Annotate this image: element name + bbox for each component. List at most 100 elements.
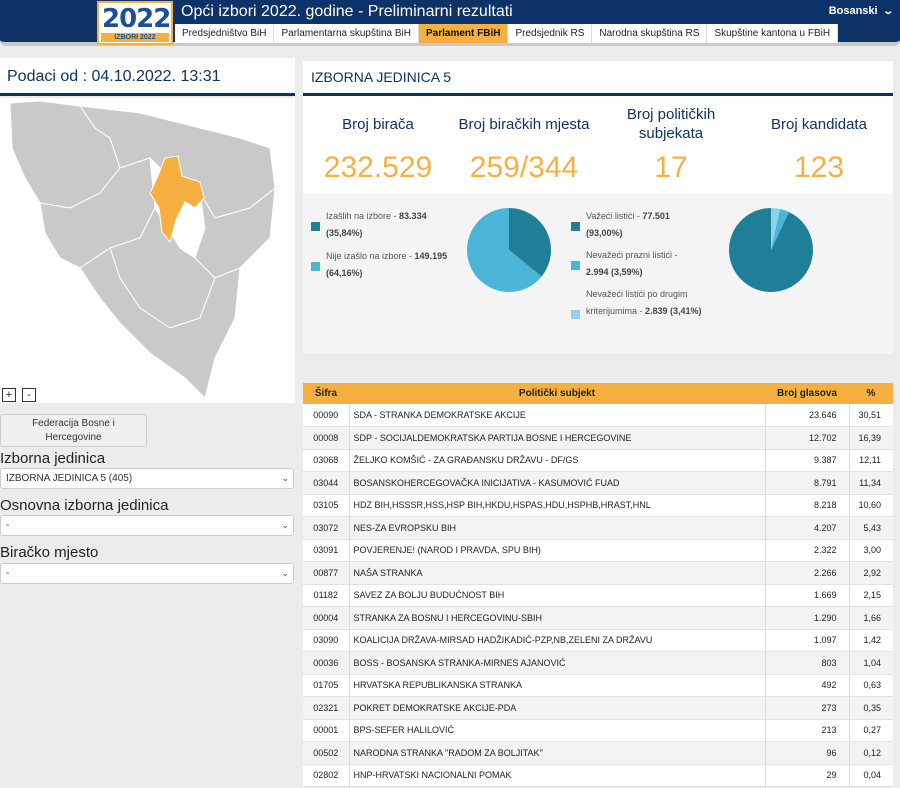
cell-party: HDZ BIH,HSSSR,HSS,HSP BIH,HKDU,HSPAS,HDU… xyxy=(349,494,766,517)
cell-party: ŽELJKO KOMŠIĆ - ZA GRAĐANSKU DRŽAVU - DF… xyxy=(349,449,766,472)
tab-skupstine-kantona[interactable]: Skupštine kantona u FBiH xyxy=(707,24,839,43)
pie-slice-drugi[interactable] xyxy=(771,208,780,250)
table-row[interactable]: 01705 HRVATSKA REPUBLIKANSKA STRANKA 492 0,… xyxy=(303,674,893,697)
biracko-mjesto-select[interactable]: - ⌄ xyxy=(0,563,294,584)
tab-parlament-fbih[interactable]: Parlament FBiH xyxy=(419,24,509,43)
cell-party: NAŠA STRANKA xyxy=(349,561,766,585)
col-header-party[interactable]: Politički subjekt xyxy=(349,383,765,404)
table-row[interactable]: 00877 NAŠA STRANKA 2.266 2,92 xyxy=(303,561,893,585)
cell-party: BOSS - BOSANSKA STRANKA-MIRNES AJANOVIĆ xyxy=(349,651,766,675)
table-row[interactable]: 02321 POKRET DEMOKRATSKE AKCIJE-PDA 273 0,3… xyxy=(303,696,893,720)
legend-value: 149.195 (64,16%) xyxy=(326,251,448,278)
legend-label: Izašlih na izbore - xyxy=(326,211,400,221)
cell-votes: 96 xyxy=(765,741,850,765)
cell-code: 03090 xyxy=(303,629,350,652)
chevron-down-icon: ⌄ xyxy=(881,6,894,17)
cell-votes: 2.266 xyxy=(765,561,850,585)
cell-pct: 10,60 xyxy=(849,494,893,517)
cell-party: KOALICIJA DRŽAVA-MIRSAD HADŽIKADIĆ-PZP,N… xyxy=(349,629,766,652)
cell-votes: 273 xyxy=(765,696,850,720)
table-row[interactable]: 00004 STRANKA ZA BOSNU I HERCEGOVINU-SBIH… xyxy=(303,606,893,630)
cell-party: NARODNA STRANKA "RADOM ZA BOLJITAK" xyxy=(349,741,766,765)
legend-swatch-dark xyxy=(571,222,580,231)
stat-label: Broj birača xyxy=(342,115,414,133)
cell-code: 03072 xyxy=(303,516,350,540)
cell-pct: 30,51 xyxy=(849,404,893,427)
legend-drugi-kriteriji: Nevažeći listići po drugim kriterijumima… xyxy=(571,286,711,320)
pie-slice-izasli[interactable] xyxy=(509,208,552,277)
legend-swatch-light xyxy=(311,262,320,271)
logo-subtitle: IZBORI 2022 xyxy=(101,33,169,42)
table-row[interactable]: 00036 BOSS - BOSANSKA STRANKA-MIRNES AJAN… xyxy=(303,651,893,675)
unit-title: IZBORNA JEDINICA 5 xyxy=(303,61,893,96)
table-row[interactable]: 00502 NARODNA STRANKA "RADOM ZA BOLJITAK"… xyxy=(303,741,893,765)
cell-pct: 0,35 xyxy=(849,696,893,720)
zoom-out-button[interactable]: - xyxy=(22,388,36,402)
pie-slice-nije-izaslo[interactable] xyxy=(467,208,542,292)
cell-votes: 2.322 xyxy=(765,539,850,562)
page-title: Opći izbori 2022. godine - Preliminarni … xyxy=(181,3,513,20)
cell-votes: 23.646 xyxy=(765,404,850,427)
table-row[interactable]: 03091 POVJERENJE! (NAROD I PRAVDA, SPU BI… xyxy=(303,539,893,562)
cell-code: 01705 xyxy=(303,674,350,697)
table-row[interactable]: 03090 KOALICIJA DRŽAVA-MIRSAD HADŽIKADIĆ-… xyxy=(303,629,893,652)
legend-swatch-dark xyxy=(311,222,320,231)
table-row[interactable]: 03068 ŽELJKO KOMŠIĆ - ZA GRAĐANSKU DRŽAVU… xyxy=(303,449,893,472)
ballots-pie-chart xyxy=(728,208,813,292)
table-row[interactable]: 03072 NES-ZA EVROPSKU BIH 4.207 5,43 xyxy=(303,516,893,540)
table-row[interactable]: 00001 BPS-SEFER HALILOVIĆ 213 0,27 xyxy=(303,719,893,742)
left-panel: Podaci od : 04.10.2022. 13:31 + - Federa… xyxy=(0,58,295,788)
language-selector[interactable]: Bosanski ⌄ xyxy=(829,5,894,17)
legend-value: 77.501 (93,00%) xyxy=(586,211,670,238)
izborna-jedinica-label: Izborna jedinica xyxy=(0,450,106,467)
zoom-in-button[interactable]: + xyxy=(2,388,16,402)
stat-label: Broj kandidata xyxy=(771,115,867,133)
izborna-jedinica-value: IZBORNA JEDINICA 5 (405) xyxy=(6,473,133,484)
cell-code: 00001 xyxy=(303,719,350,742)
federacija-button[interactable]: Federacija Bosne i Hercegovine xyxy=(0,414,147,447)
table-row[interactable]: 03105 HDZ BIH,HSSSR,HSS,HSP BIH,HKDU,HSPA… xyxy=(303,494,893,517)
cell-code: 01182 xyxy=(303,584,350,607)
osnovna-jedinica-select[interactable]: - ⌄ xyxy=(0,515,294,536)
tab-parlamentarna-skupstina-bih[interactable]: Parlamentarna skupština BiH xyxy=(274,24,419,43)
stat-broj-biraca: Broj birača 232.529 xyxy=(308,99,448,185)
table-row[interactable]: 00008 SDP - SOCIJALDEMOKRATSKA PARTIJA BO… xyxy=(303,426,893,450)
map-region-south[interactable] xyxy=(79,247,241,399)
stat-value: 17 xyxy=(654,151,688,184)
cell-votes: 8.218 xyxy=(765,494,850,517)
map-region-selected[interactable] xyxy=(149,155,205,244)
cell-party: POVJERENJE! (NAROD I PRAVDA, SPU BIH) xyxy=(349,539,766,562)
izborna-jedinica-select[interactable]: IZBORNA JEDINICA 5 (405) ⌄ xyxy=(0,468,294,489)
legend-label: Nevažeći prazni listići - xyxy=(586,250,678,260)
cell-party: SDA - STRANKA DEMOKRATSKE AKCIJE xyxy=(349,404,766,427)
table-row[interactable]: 01182 SAVEZ ZA BOLJU BUDUĆNOST BIH 1.669 2,… xyxy=(303,584,893,607)
col-header-pct[interactable]: % xyxy=(849,383,893,404)
bih-map-svg xyxy=(9,100,276,399)
results-table-wrapper: Šifra Politički subjekt Broj glasova % 0… xyxy=(303,383,893,787)
biracko-mjesto-label: Biračko mjesto xyxy=(0,544,99,561)
stat-value: 259/344 xyxy=(469,151,579,184)
cell-pct: 0,63 xyxy=(849,674,893,697)
legend-label: Važeći listići - xyxy=(586,211,643,221)
col-header-votes[interactable]: Broj glasova xyxy=(765,383,849,404)
tab-predsjednistvo-bih[interactable]: Predsjedništvo BiH xyxy=(175,24,275,43)
elections-logo[interactable]: 2022 IZBORI 2022 xyxy=(97,1,173,45)
stat-broj-kandidata: Broj kandidata 123 xyxy=(749,99,889,185)
tab-narodna-skupstina-rs[interactable]: Narodna skupština RS xyxy=(592,24,708,43)
pie-slice-prazni[interactable] xyxy=(771,208,789,250)
cell-pct: 11,34 xyxy=(849,471,893,495)
cell-votes: 12.702 xyxy=(765,426,850,450)
cell-code: 03105 xyxy=(303,494,350,517)
chevron-down-icon: ⌄ xyxy=(281,568,289,578)
map-region-east[interactable] xyxy=(194,186,276,279)
top-header-bar: 2022 IZBORI 2022 Opći izbori 2022. godin… xyxy=(0,0,900,46)
tab-predsjednik-rs[interactable]: Predsjednik RS xyxy=(508,24,593,43)
pie-slice-vazeci[interactable] xyxy=(728,208,813,292)
table-row[interactable]: 00090 SDA - STRANKA DEMOKRATSKE AKCIJE 23.… xyxy=(303,404,893,427)
cell-pct: 3,00 xyxy=(849,539,893,562)
col-header-code[interactable]: Šifra xyxy=(303,383,349,404)
table-row[interactable]: 02802 HNP-HRVATSKI NACIONALNI POMAK 29 0,04 xyxy=(303,764,893,787)
table-row[interactable]: 03044 BOSANSKOHERCEGOVAČKA INICIJATIVA - … xyxy=(303,471,893,495)
cell-pct: 1,42 xyxy=(849,629,893,652)
stat-value: 123 xyxy=(793,151,845,184)
